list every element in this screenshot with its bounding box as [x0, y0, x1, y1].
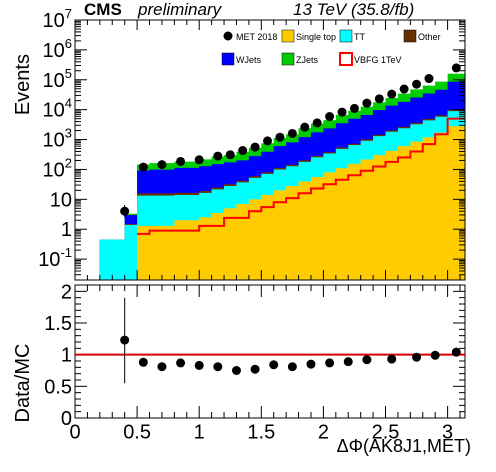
- x-tick-label: 1: [194, 422, 205, 444]
- legend-entry-tt: TT: [339, 29, 365, 43]
- ratio-point: [250, 364, 260, 374]
- legend-swatch: [281, 52, 295, 66]
- ratio-point: [120, 335, 130, 345]
- data-point: [275, 132, 285, 142]
- data-point: [213, 151, 223, 161]
- legend-entry-met-2018: MET 2018: [223, 31, 277, 42]
- legend-swatch: [221, 52, 235, 66]
- ratio-point: [430, 350, 440, 360]
- y-tick-label: 105: [43, 66, 72, 92]
- x-tick-label: 2.5: [372, 422, 400, 444]
- ratio-y-tick-label: 1: [61, 345, 72, 367]
- legend-label: TT: [354, 32, 365, 42]
- lumi-label: 13 TeV (35.8/fb): [293, 0, 415, 19]
- data-point: [451, 63, 461, 73]
- ratio-point: [138, 357, 148, 367]
- experiment-label: CMS: [84, 0, 122, 19]
- legend-entry-vbfg-1tev: VBFG 1TeV: [339, 52, 402, 66]
- x-tick-label: 0: [69, 422, 80, 444]
- data-point: [176, 156, 186, 166]
- ratio-point: [306, 359, 316, 369]
- main-plot-area: [75, 73, 465, 280]
- stack-single-top: [75, 126, 465, 280]
- x-tick-label: 3: [442, 422, 453, 444]
- y-tick-label: 107: [43, 6, 72, 32]
- ratio-point: [451, 347, 461, 357]
- data-point: [120, 206, 130, 216]
- ratio-y-axis-label: Data/MC: [12, 344, 34, 423]
- ratio-point: [176, 358, 186, 368]
- legend-label: Single top: [296, 32, 336, 42]
- legend-entry-single-top: Single top: [281, 29, 336, 43]
- data-point: [399, 84, 409, 94]
- ratio-point: [157, 362, 167, 372]
- data-point: [387, 89, 397, 99]
- ratio-y-tick-label: 0: [61, 408, 72, 430]
- x-tick-label: 2: [318, 422, 329, 444]
- data-point: [225, 150, 235, 160]
- ratio-frame: [74, 284, 466, 419]
- data-point: [194, 155, 204, 165]
- legend-entry-other: Other: [403, 29, 441, 43]
- ratio-point: [325, 358, 335, 368]
- y-tick-label: 103: [43, 126, 72, 152]
- ratio-point: [343, 357, 353, 367]
- ratio-point: [362, 355, 372, 365]
- legend-label: Other: [418, 32, 441, 42]
- data-point: [300, 122, 310, 132]
- y-tick-label: 106: [43, 36, 72, 62]
- legend-swatch: [403, 29, 417, 43]
- y-tick-label: 102: [43, 155, 72, 181]
- data-point: [263, 136, 273, 146]
- y-tick-label: 1: [61, 219, 72, 241]
- data-point: [325, 112, 335, 122]
- ratio-point: [387, 354, 397, 364]
- data-point: [412, 79, 422, 89]
- y-tick-label: 104: [43, 96, 72, 122]
- x-axis-label: ΔΦ(AK8J1,MET): [337, 436, 471, 456]
- data-point: [238, 146, 248, 156]
- data-point: [374, 94, 384, 104]
- data-point: [337, 107, 347, 117]
- data-point: [157, 160, 167, 170]
- data-point: [424, 74, 434, 84]
- status-label: preliminary: [138, 0, 222, 19]
- data-point: [312, 118, 322, 128]
- legend-swatch: [339, 52, 353, 66]
- y-tick-label: 10: [50, 189, 72, 211]
- legend-label: MET 2018: [236, 32, 277, 42]
- ratio-point: [287, 362, 297, 372]
- x-tick-label: 0.5: [123, 422, 151, 444]
- ratio-point: [269, 360, 279, 370]
- data-point: [250, 142, 260, 152]
- legend-swatch: [281, 29, 295, 43]
- data-point: [362, 98, 372, 108]
- data-point: [138, 162, 148, 172]
- legend-label: ZJets: [296, 55, 319, 65]
- data-point: [287, 128, 297, 138]
- signal-line: [137, 117, 465, 235]
- legend-label: VBFG 1TeV: [354, 55, 402, 65]
- ratio-point: [194, 360, 204, 370]
- y-tick-label: 10-1: [38, 245, 72, 271]
- main-y-axis-label: Events: [12, 54, 34, 115]
- ratio-point: [231, 366, 241, 375]
- ratio-y-tick-label: 1.5: [44, 313, 72, 335]
- legend-entry-wjets: WJets: [221, 52, 262, 66]
- x-tick-label: 1.5: [247, 422, 275, 444]
- ratio-point: [412, 352, 422, 362]
- data-point: [349, 103, 359, 113]
- ratio-point: [213, 362, 223, 372]
- legend-swatch: [339, 29, 353, 43]
- legend-entry-zjets: ZJets: [281, 52, 319, 66]
- main-frame: [74, 19, 466, 281]
- legend-marker: [223, 31, 233, 41]
- ratio-y-tick-label: 0.5: [44, 376, 72, 398]
- ratio-y-tick-label: 2: [61, 281, 72, 303]
- legend-label: WJets: [236, 55, 262, 65]
